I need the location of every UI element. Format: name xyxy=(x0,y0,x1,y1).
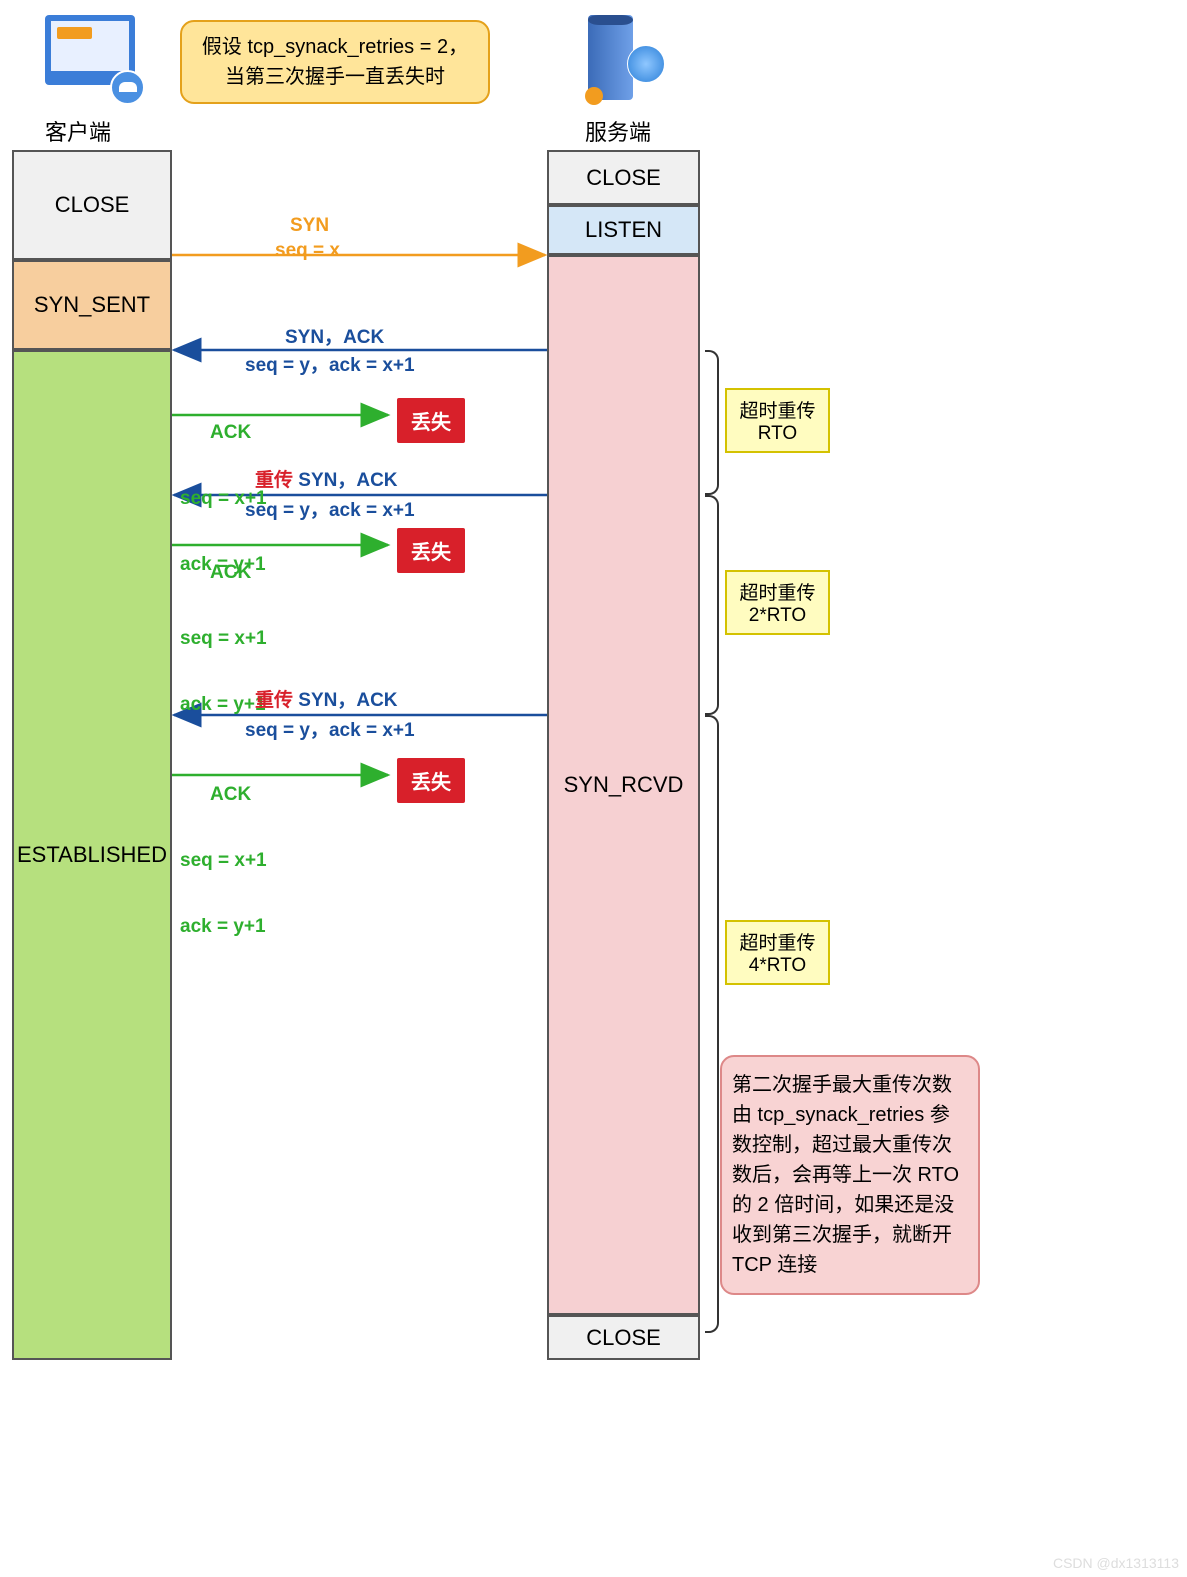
brace1 xyxy=(705,350,719,495)
rto2: 超时重传2*RTO xyxy=(725,570,830,635)
arrows-layer xyxy=(0,0,1187,1577)
lost2: 丢失 xyxy=(397,528,465,573)
ack3: ACK seq = x+1 ack = y+1 xyxy=(180,740,267,960)
synack2-seq: seq = y，ack = x+1 xyxy=(245,495,415,522)
explain-text: 第二次握手最大重传次数由 tcp_synack_retries 参数控制，超过最… xyxy=(732,1070,968,1280)
lost3: 丢失 xyxy=(397,758,465,803)
synack1-seq: seq = y，ack = x+1 xyxy=(245,350,415,377)
synack1-label: SYN，ACK xyxy=(285,322,384,349)
ack2: ACK seq = x+1 ack = y+1 xyxy=(180,518,267,738)
explain-note: 第二次握手最大重传次数由 tcp_synack_retries 参数控制，超过最… xyxy=(720,1055,980,1295)
synack3-seq: seq = y，ack = x+1 xyxy=(245,715,415,742)
syn-label: SYN xyxy=(290,215,329,237)
brace2 xyxy=(705,495,719,715)
syn-seq: seq = x xyxy=(275,240,340,262)
synack2-label: 重传 SYN，ACK xyxy=(255,465,398,492)
brace3 xyxy=(705,715,719,1333)
watermark: CSDN @dx1313113 xyxy=(1053,1555,1179,1571)
rto1: 超时重传RTO xyxy=(725,388,830,453)
synack3-label: 重传 SYN，ACK xyxy=(255,685,398,712)
lost1: 丢失 xyxy=(397,398,465,443)
rto3: 超时重传4*RTO xyxy=(725,920,830,985)
